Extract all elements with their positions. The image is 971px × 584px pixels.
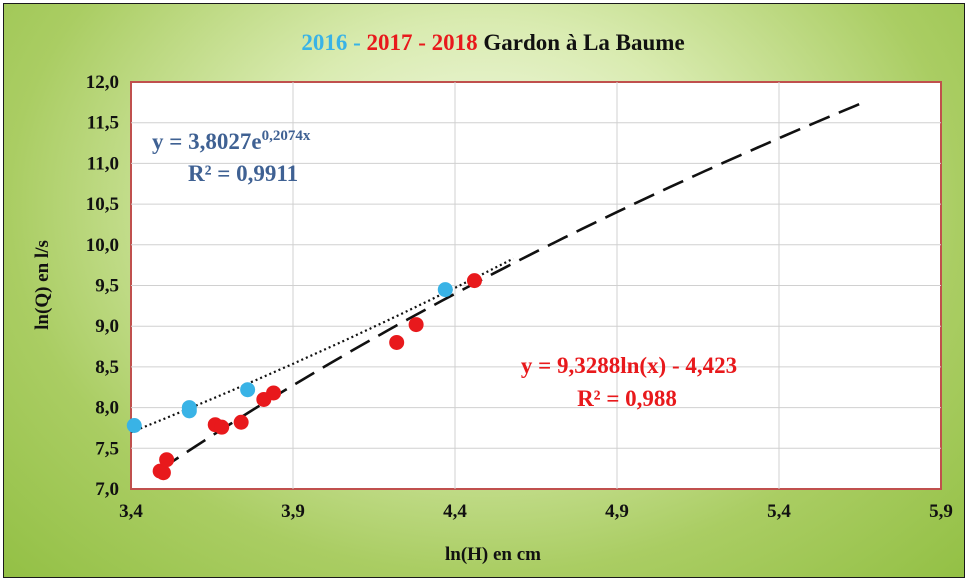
title-part-0: 2016 — [301, 30, 347, 55]
data-point — [155, 465, 171, 481]
x-axis-label: ln(H) en cm — [445, 544, 541, 565]
y-tick-label: 8,5 — [95, 357, 119, 378]
data-points — [126, 273, 482, 481]
x-tick-label: 3,9 — [281, 501, 305, 522]
x-tick-label: 3,4 — [119, 501, 143, 522]
x-tick-label: 5,9 — [929, 501, 953, 522]
y-tick-label: 8,0 — [95, 398, 119, 419]
exp-equation-exponent: 0,2074x — [262, 128, 311, 144]
data-point — [159, 452, 175, 468]
y-tick-label: 11,0 — [87, 153, 119, 174]
data-point — [233, 414, 249, 430]
data-point — [437, 282, 453, 298]
gridlines — [131, 82, 941, 489]
x-tick-label: 5,4 — [767, 501, 791, 522]
x-tick-label: 4,4 — [443, 501, 467, 522]
data-point — [181, 400, 197, 416]
log-equation: y = 9,3288ln(x) - 4,423 — [521, 353, 737, 378]
data-point — [389, 334, 405, 350]
x-tick-label: 4,9 — [605, 501, 629, 522]
title-part-5: Gardon à La Baume — [478, 30, 685, 55]
chart-frame: 2016 - 2017 - 2018 Gardon à La Baume 7,0… — [3, 3, 965, 578]
title-part-4: 2018 — [432, 30, 478, 55]
chart-title: 2016 - 2017 - 2018 Gardon à La Baume — [301, 30, 684, 55]
y-axis-label: ln(Q) en l/s — [32, 240, 53, 330]
y-tick-label: 12,0 — [86, 72, 119, 93]
exp-r-squared: R² = 0,9911 — [188, 161, 298, 186]
title-part-1: - — [347, 30, 366, 55]
exp-equation-main: y = 3,8027e — [152, 129, 262, 154]
title-part-3: - — [412, 30, 431, 55]
y-axis-ticks: 7,0 7,5 8,0 8,5 9,0 9,5 10,0 10,5 11,0 11,5 12,0 — [86, 72, 119, 500]
y-tick-label: 9,5 — [95, 276, 119, 297]
exp-equation: y = 3,8027e0,2074x — [152, 128, 311, 154]
data-point — [214, 419, 230, 435]
y-tick-label: 10,0 — [86, 235, 119, 256]
data-point — [126, 418, 142, 434]
y-tick-label: 7,5 — [95, 438, 119, 459]
x-axis-ticks: 3,4 3,9 4,4 4,9 5,4 5,9 — [119, 501, 953, 522]
y-tick-label: 10,5 — [86, 194, 119, 215]
y-tick-label: 9,0 — [95, 316, 119, 337]
scatter-chart: 2016 - 2017 - 2018 Gardon à La Baume 7,0… — [32, 30, 953, 565]
data-point — [240, 382, 256, 398]
y-tick-label: 7,0 — [95, 479, 119, 500]
y-tick-label: 11,5 — [87, 113, 119, 134]
title-part-2: 2017 — [366, 30, 412, 55]
data-point — [408, 317, 424, 333]
data-point — [466, 273, 482, 289]
data-point — [266, 385, 282, 401]
log-r-squared: R² = 0,988 — [577, 386, 677, 411]
